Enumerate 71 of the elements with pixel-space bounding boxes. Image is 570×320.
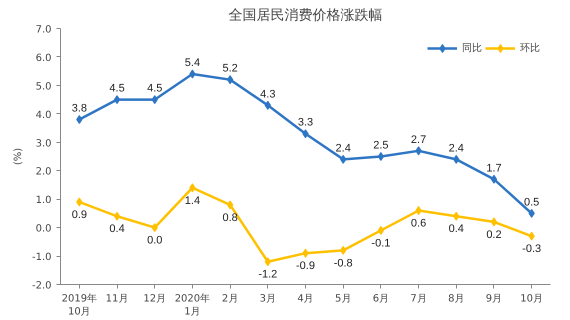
x-tick-label: 11月	[106, 294, 128, 304]
data-label: 0.4	[109, 223, 125, 236]
point	[415, 146, 422, 156]
point	[114, 95, 120, 104]
x-tick-label: 7月	[410, 294, 427, 304]
data-label: -1.2	[258, 268, 278, 281]
x-tick-label: 8月	[448, 294, 464, 304]
data-label: 4.5	[109, 82, 125, 95]
point	[226, 200, 234, 210]
data-label: 5.2	[222, 62, 238, 75]
data-label: 2.4	[336, 142, 351, 154]
data-label: 1.7	[486, 162, 502, 174]
data-label: 4.3	[260, 88, 276, 100]
y-tick-label: -2.0	[32, 280, 52, 292]
point	[490, 174, 498, 184]
legend-label: 环比	[520, 42, 540, 55]
data-label: 3.3	[298, 116, 314, 129]
x-tick-label: 3月	[260, 294, 276, 304]
y-axis-title: (%)	[12, 148, 24, 166]
point	[302, 129, 309, 138]
data-label: -0.3	[522, 243, 542, 256]
data-label: 0.5	[524, 196, 540, 208]
data-label: 2.4	[448, 142, 464, 154]
x-tick-label: 2020年 1月	[174, 292, 210, 318]
y-tick-label: 5.0	[36, 81, 52, 92]
point	[378, 152, 384, 161]
point	[528, 208, 535, 218]
data-label: 0.6	[410, 218, 426, 230]
data-label: -0.1	[371, 237, 390, 250]
data-label: 4.5	[147, 82, 162, 95]
x-tick-label: 6月	[372, 294, 390, 304]
x-tick-label: 2019年 10月	[62, 292, 98, 318]
chart-title: 全国居民消费价格涨跌幅	[228, 8, 382, 24]
point	[415, 206, 422, 216]
data-label: -0.8	[334, 257, 353, 270]
x-tick-label: 9月	[486, 294, 502, 304]
data-label: 0.2	[486, 228, 502, 241]
data-label: 0.9	[72, 209, 87, 222]
y-tick-label: 0.0	[36, 224, 52, 235]
data-label: 5.4	[184, 57, 200, 70]
legend-label: 同比	[462, 42, 482, 55]
point	[378, 226, 384, 235]
data-label: 0.4	[448, 223, 464, 236]
point	[528, 232, 535, 241]
data-label: 0.8	[222, 212, 238, 224]
y-tick-label: 4.0	[36, 110, 52, 121]
y-tick-label: -1.0	[32, 252, 52, 264]
point	[114, 212, 120, 221]
point	[302, 248, 309, 258]
point	[76, 198, 83, 207]
point	[76, 115, 83, 124]
data-label: 2.7	[410, 134, 426, 146]
data-label: 2.5	[373, 140, 389, 152]
data-label: 3.8	[72, 102, 87, 115]
y-tick-label: 2.0	[36, 166, 52, 178]
y-tick-label: 6.0	[36, 52, 52, 64]
x-tick-label: 4月	[297, 294, 314, 304]
point	[189, 183, 196, 192]
data-label: 1.4	[184, 194, 200, 207]
x-tick-label: 12月	[143, 294, 166, 304]
y-tick-label: 1.0	[36, 195, 52, 206]
data-label: 0.0	[147, 234, 162, 247]
point	[490, 217, 498, 226]
y-tick-label: 7.0	[36, 24, 52, 36]
x-tick-label: 5月	[335, 294, 352, 304]
x-tick-label: 10月	[520, 294, 544, 304]
point	[189, 70, 196, 79]
y-tick-label: 3.0	[36, 138, 52, 150]
point	[226, 75, 234, 84]
x-tick-label: 2月	[222, 294, 238, 304]
data-label: -0.9	[296, 260, 315, 272]
